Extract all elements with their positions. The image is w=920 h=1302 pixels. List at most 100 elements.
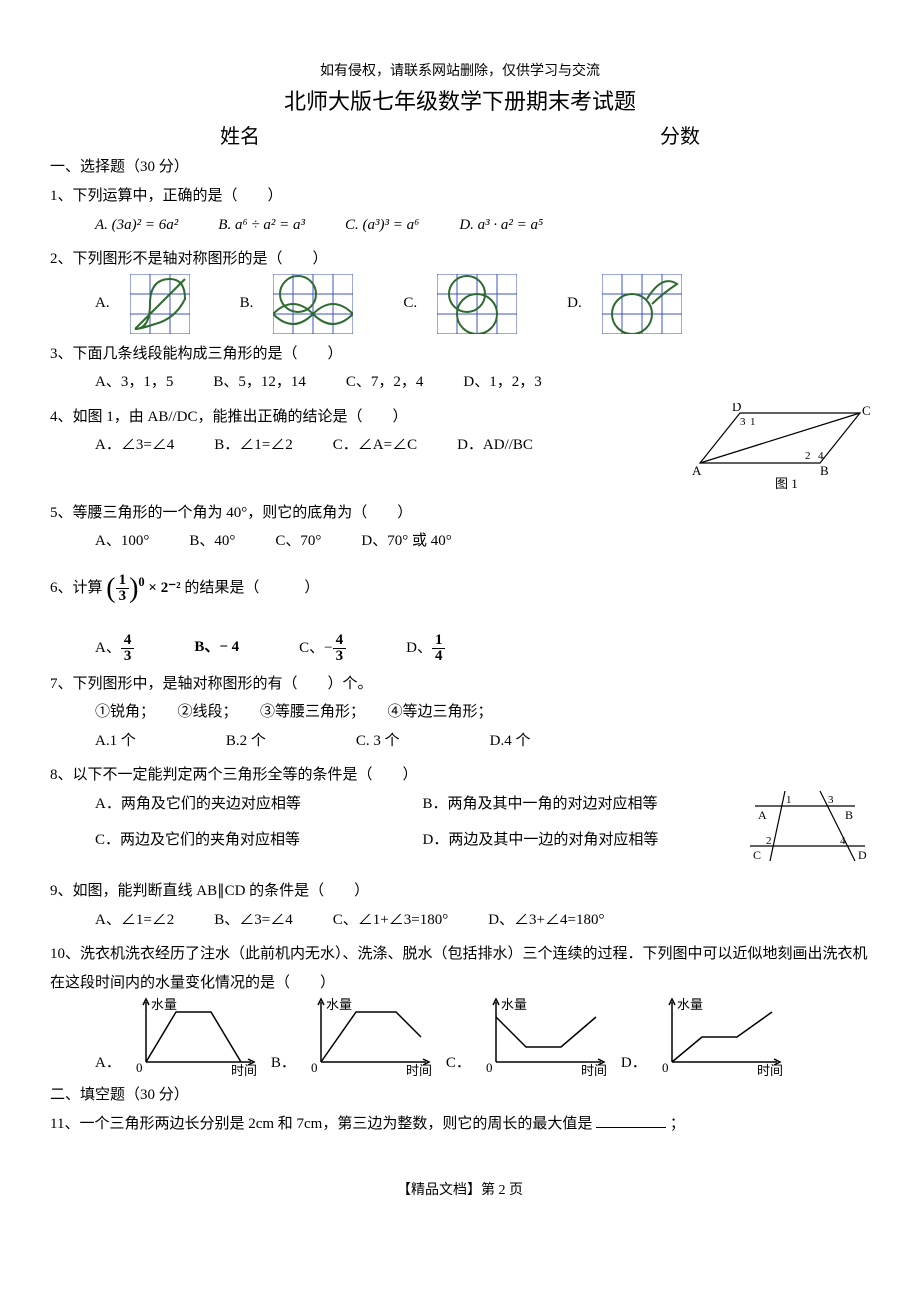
question-1: 1、下列运算中，正确的是（ ） A. (3a)² = 6a² B. a⁶ ÷ a… <box>50 182 870 239</box>
q10-label-c: C． <box>446 1049 471 1078</box>
svg-text:3: 3 <box>828 794 834 806</box>
q9-stem: 9、如图，能判断直线 AB∥CD 的条件是（ ） <box>50 877 870 906</box>
q10-label-b: B． <box>271 1049 296 1078</box>
q2-fig-d: D. <box>567 274 682 334</box>
q4-opt-a: A．∠3=∠4 <box>95 431 174 460</box>
svg-text:C: C <box>862 403 870 418</box>
q9-opt-b: B、∠3=∠4 <box>214 906 292 935</box>
q5-opt-a: A、100° <box>95 527 149 556</box>
q8-opt-c: C．两边及它们的夹角对应相等 <box>95 826 423 855</box>
svg-text:A: A <box>758 808 767 822</box>
q8-opt-d: D．两边及其中一边的对角对应相等 <box>423 826 751 855</box>
name-label: 姓名 <box>220 120 260 149</box>
section-2-heading: 二、填空题（30 分） <box>50 1083 870 1104</box>
svg-text:0: 0 <box>311 1060 318 1075</box>
question-5: 5、等腰三角形的一个角为 40°，则它的底角为（ ） A、100° B、40° … <box>50 499 870 556</box>
question-10: 10、洗衣机洗衣经历了注水（此前机内无水）、洗涤、脱水（包括排水）三个连续的过程… <box>50 940 870 1077</box>
q4-opt-d: D．AD//BC <box>457 431 533 460</box>
q10-label-a: A． <box>95 1049 121 1078</box>
q5-opt-b: B、40° <box>189 527 235 556</box>
q9-opt-a: A、∠1=∠2 <box>95 906 174 935</box>
q10-charts: A． 水量 时间 0 B． 水量 时间 0 C． <box>50 997 870 1077</box>
q7-opt-d: D.4 个 <box>490 727 531 756</box>
q3-opt-c: C、7，2，4 <box>346 368 424 397</box>
q8-opt-a: A．两角及它们的夹边对应相等 <box>95 790 423 819</box>
svg-text:4: 4 <box>840 835 846 847</box>
q5-stem: 5、等腰三角形的一个角为 40°，则它的底角为（ ） <box>50 499 870 528</box>
svg-text:水量: 水量 <box>326 997 352 1012</box>
chart-d-icon: 水量 时间 0 <box>657 997 787 1077</box>
svg-text:2: 2 <box>805 450 811 462</box>
name-score-row: 姓名 分数 <box>50 120 870 149</box>
svg-text:0: 0 <box>486 1060 493 1075</box>
q9-opt-d: D、∠3+∠4=180° <box>488 906 604 935</box>
q2-label-a: A. <box>95 289 110 318</box>
svg-text:水量: 水量 <box>501 997 527 1012</box>
q5-opt-c: C、70° <box>275 527 321 556</box>
parallelogram-figure-icon: A B C D 1 3 2 4 图 1 <box>690 403 870 493</box>
parallel-lines-figure-icon: A B C D 1 3 2 4 <box>750 791 870 871</box>
q3-options: A、3，1，5 B、5，12，14 C、7，2，4 D、1，2，3 <box>50 368 870 397</box>
q3-opt-b: B、5，12，14 <box>213 368 306 397</box>
q4-opt-c: C．∠A=∠C <box>333 431 417 460</box>
svg-text:A: A <box>692 463 702 478</box>
chart-c-icon: 水量 时间 0 <box>481 997 611 1077</box>
chart-b-icon: 水量 时间 0 <box>306 997 436 1077</box>
svg-text:水量: 水量 <box>677 997 703 1012</box>
q7-options: A.1 个 B.2 个 C. 3 个 D.4 个 <box>50 727 870 756</box>
svg-text:3: 3 <box>740 416 746 428</box>
fill-blank <box>596 1127 666 1128</box>
q6-opt-d: D、14 <box>406 633 445 664</box>
svg-text:D: D <box>858 848 867 862</box>
q3-stem: 3、下面几条线段能构成三角形的是（ ） <box>50 340 870 369</box>
question-6: 6、计算 (13)0 × 2⁻² 的结果是（ ） A、43 B、− 4 C、−4… <box>50 562 870 664</box>
q11-stem: 11、一个三角形两边长分别是 2cm 和 7cm，第三边为整数，则它的周长的最大… <box>50 1116 592 1132</box>
svg-text:图 1: 图 1 <box>775 476 798 491</box>
q4-stem: 4、如图 1，由 AB//DC，能推出正确的结论是（ ） <box>50 403 690 432</box>
page-footer: 【精品文档】第 2 页 <box>50 1179 870 1199</box>
q3-opt-a: A、3，1，5 <box>95 368 173 397</box>
question-7: 7、下列图形中，是轴对称图形的有（ ）个。 ①锐角； ②线段； ③等腰三角形； … <box>50 670 870 756</box>
svg-text:时间: 时间 <box>581 1063 607 1077</box>
svg-text:时间: 时间 <box>757 1063 783 1077</box>
question-9: 9、如图，能判断直线 AB∥CD 的条件是（ ） A、∠1=∠2 B、∠3=∠4… <box>50 877 870 934</box>
q5-options: A、100° B、40° C、70° D、70° 或 40° <box>50 527 870 556</box>
q11-tail: ； <box>670 1116 685 1132</box>
q4-opt-b: B．∠1=∠2 <box>214 431 292 460</box>
grid-figure-c-icon <box>437 274 517 334</box>
svg-text:水量: 水量 <box>151 997 177 1012</box>
q9-options: A、∠1=∠2 B、∠3=∠4 C、∠1+∠3=180° D、∠3+∠4=180… <box>50 906 870 935</box>
svg-text:2: 2 <box>766 835 772 847</box>
svg-text:0: 0 <box>136 1060 143 1075</box>
question-4: 4、如图 1，由 AB//DC，能推出正确的结论是（ ） A．∠3=∠4 B．∠… <box>50 403 870 493</box>
q1-stem: 1、下列运算中，正确的是（ ） <box>50 182 870 211</box>
q2-fig-b: B. <box>240 274 354 334</box>
q1-opt-c: C. (a³)³ = a⁶ <box>345 211 419 240</box>
svg-text:1: 1 <box>750 416 756 428</box>
svg-text:B: B <box>820 463 829 478</box>
svg-text:0: 0 <box>662 1060 669 1075</box>
q5-opt-d: D、70° 或 40° <box>361 527 451 556</box>
q6-opt-b: B、− 4 <box>194 633 239 664</box>
svg-text:4: 4 <box>818 450 824 462</box>
q7-opt-c: C. 3 个 <box>356 727 400 756</box>
svg-text:时间: 时间 <box>231 1063 257 1077</box>
svg-text:D: D <box>732 403 741 414</box>
section-1-heading: 一、选择题（30 分） <box>50 155 870 176</box>
q1-opt-b: B. a⁶ ÷ a² = a³ <box>218 211 305 240</box>
copyright-notice: 如有侵权，请联系网站删除，仅供学习与交流 <box>50 60 870 80</box>
question-11: 11、一个三角形两边长分别是 2cm 和 7cm，第三边为整数，则它的周长的最大… <box>50 1110 870 1139</box>
q1-options: A. (3a)² = 6a² B. a⁶ ÷ a² = a³ C. (a³)³ … <box>50 211 870 240</box>
q2-fig-a: A. <box>95 274 190 334</box>
grid-figure-a-icon <box>130 274 190 334</box>
q6-opt-c: C、−43 <box>299 633 346 664</box>
q6-opt-a: A、43 <box>95 633 134 664</box>
q7-opt-a: A.1 个 <box>95 727 136 756</box>
q2-stem: 2、下列图形不是轴对称图形的是（ ） <box>50 245 870 274</box>
q2-label-b: B. <box>240 289 254 318</box>
grid-figure-b-icon <box>273 274 353 334</box>
q6-stem: 6、计算 (13)0 × 2⁻² 的结果是（ ） <box>50 562 870 615</box>
q1-opt-a: A. (3a)² = 6a² <box>95 211 178 240</box>
grid-figure-d-icon <box>602 274 682 334</box>
svg-text:C: C <box>753 848 761 862</box>
